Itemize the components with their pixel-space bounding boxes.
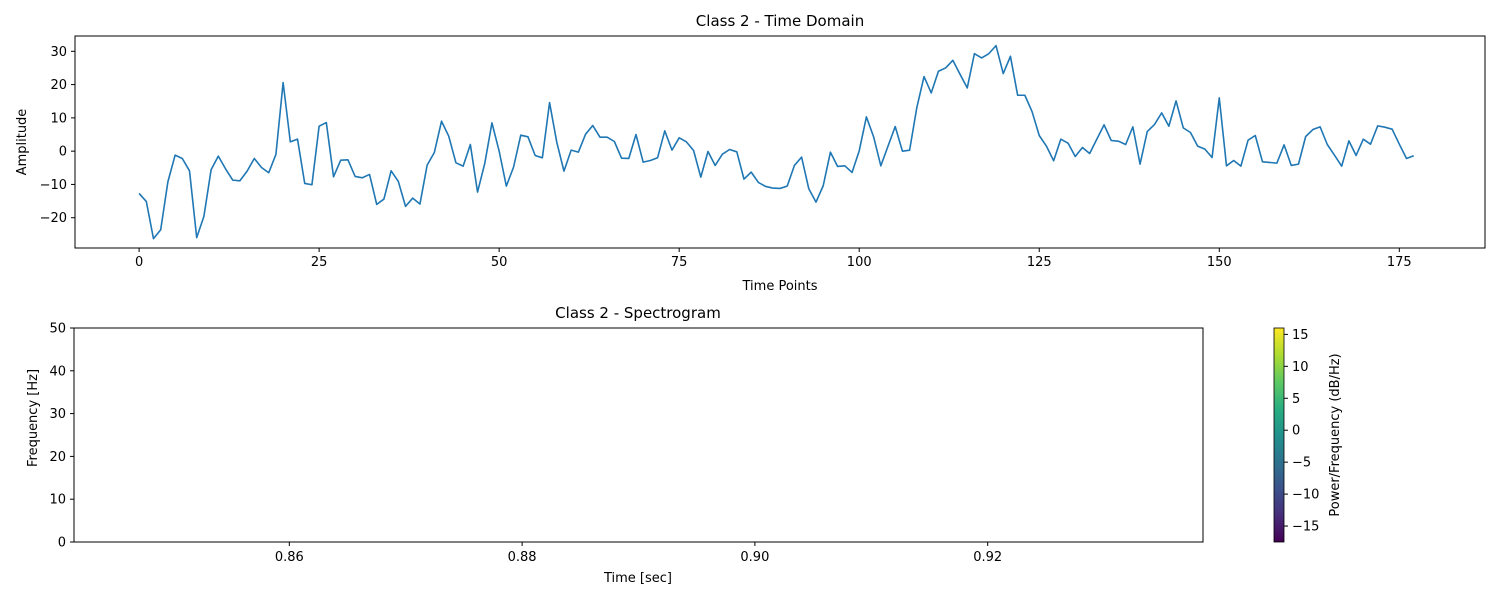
x-tick-label: 150 (1207, 255, 1232, 270)
colorbar-tick-label: −5 (1292, 456, 1311, 471)
chart-title: Class 2 - Spectrogram (555, 304, 721, 322)
y-tick-label: 30 (50, 45, 67, 60)
x-tick-label: 0.90 (740, 550, 769, 565)
y-axis-label: Amplitude (15, 109, 30, 176)
x-tick-label: 75 (671, 255, 688, 270)
x-axis: 0 25 50 75 100 125 150 175 (135, 248, 1412, 270)
x-tick-label: 100 (847, 255, 872, 270)
colorbar-label: Power/Frequency (dB/Hz) (1328, 353, 1343, 516)
x-tick-label: 125 (1027, 255, 1052, 270)
colorbar-tick-label: 10 (1292, 360, 1309, 375)
colorbar-axis: −15 −10 −5 0 5 10 15 (1284, 328, 1319, 535)
colorbar-tick-label: −15 (1292, 520, 1319, 535)
y-tick-label: 10 (50, 111, 67, 126)
x-tick-label: 0.86 (275, 550, 304, 565)
colorbar-tick-label: −10 (1292, 488, 1319, 503)
chart-title: Class 2 - Time Domain (696, 12, 864, 30)
y-tick-label: −20 (40, 211, 67, 226)
y-axis: 0 10 20 30 40 50 (49, 322, 74, 551)
colorbar-tick-label: 5 (1292, 392, 1300, 407)
y-tick-label: 20 (49, 450, 66, 465)
y-tick-label: 20 (50, 78, 67, 93)
colorbar-tick-label: 0 (1292, 424, 1300, 439)
x-axis-label: Time Points (742, 279, 818, 294)
colorbar-tick-label: 15 (1292, 328, 1309, 343)
x-tick-label: 175 (1387, 255, 1412, 270)
x-tick-label: 0.92 (973, 550, 1002, 565)
x-tick-label: 50 (491, 255, 508, 270)
axes-frame (73, 327, 1204, 543)
x-axis-label: Time [sec] (603, 571, 672, 586)
plot-area (138, 44, 1414, 240)
y-tick-label: 0 (59, 145, 67, 160)
y-tick-label: 0 (58, 536, 66, 551)
x-tick-label: 25 (311, 255, 328, 270)
x-tick-label: 0.88 (508, 550, 537, 565)
y-tick-label: 40 (49, 364, 66, 379)
y-tick-label: 10 (49, 493, 66, 508)
colorbar-gradient (1273, 327, 1285, 543)
time-domain-chart: Class 2 - Time Domain 0 25 50 75 100 125 150 17… (15, 12, 1486, 294)
x-axis: 0.86 0.88 0.90 0.92 (275, 542, 1002, 565)
y-axis-label: Frequency [Hz] (26, 369, 41, 467)
y-tick-label: −10 (40, 178, 67, 193)
y-tick-label: 50 (49, 322, 66, 337)
x-tick-label: 0 (135, 255, 143, 270)
series-line (138, 44, 1414, 240)
colorbar: −15 −10 −5 0 5 10 15 Power/Frequency (dB/Hz) (1273, 327, 1343, 543)
axes-frame (74, 35, 1486, 249)
y-tick-label: 30 (49, 407, 66, 422)
y-axis: −20 −10 0 10 20 30 (40, 45, 75, 226)
spectrogram-chart: Class 2 - Spectrogram 0.86 0.88 0.90 0.92 0… (26, 304, 1343, 586)
